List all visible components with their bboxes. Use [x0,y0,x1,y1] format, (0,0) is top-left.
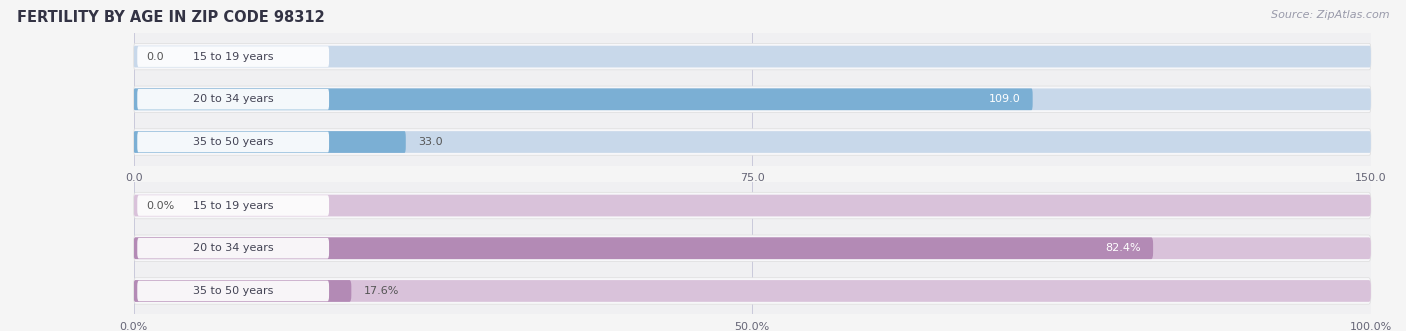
FancyBboxPatch shape [134,280,352,302]
Text: 0.0%: 0.0% [146,201,174,211]
Text: 20 to 34 years: 20 to 34 years [193,94,274,104]
Text: FERTILITY BY AGE IN ZIP CODE 98312: FERTILITY BY AGE IN ZIP CODE 98312 [17,10,325,25]
Text: 33.0: 33.0 [418,137,443,147]
FancyBboxPatch shape [134,131,1371,153]
Text: 20 to 34 years: 20 to 34 years [193,243,274,253]
FancyBboxPatch shape [134,88,1371,110]
FancyBboxPatch shape [138,46,329,67]
FancyBboxPatch shape [134,129,1371,155]
FancyBboxPatch shape [134,88,1032,110]
Text: 35 to 50 years: 35 to 50 years [193,286,273,296]
Text: Source: ZipAtlas.com: Source: ZipAtlas.com [1271,10,1389,20]
FancyBboxPatch shape [134,86,1371,113]
FancyBboxPatch shape [138,281,329,301]
FancyBboxPatch shape [138,132,329,152]
Text: 15 to 19 years: 15 to 19 years [193,201,273,211]
Text: 82.4%: 82.4% [1105,243,1140,253]
Text: 35 to 50 years: 35 to 50 years [193,137,273,147]
FancyBboxPatch shape [134,237,1371,259]
FancyBboxPatch shape [134,237,1153,259]
FancyBboxPatch shape [134,195,1371,216]
Text: 0.0: 0.0 [146,52,163,62]
FancyBboxPatch shape [134,278,1371,304]
FancyBboxPatch shape [138,89,329,110]
FancyBboxPatch shape [134,192,1371,219]
Text: 109.0: 109.0 [988,94,1021,104]
FancyBboxPatch shape [134,43,1371,70]
FancyBboxPatch shape [134,280,1371,302]
FancyBboxPatch shape [134,235,1371,261]
FancyBboxPatch shape [134,131,406,153]
Text: 15 to 19 years: 15 to 19 years [193,52,273,62]
FancyBboxPatch shape [138,195,329,216]
FancyBboxPatch shape [134,46,1371,68]
FancyBboxPatch shape [138,238,329,259]
Text: 17.6%: 17.6% [364,286,399,296]
